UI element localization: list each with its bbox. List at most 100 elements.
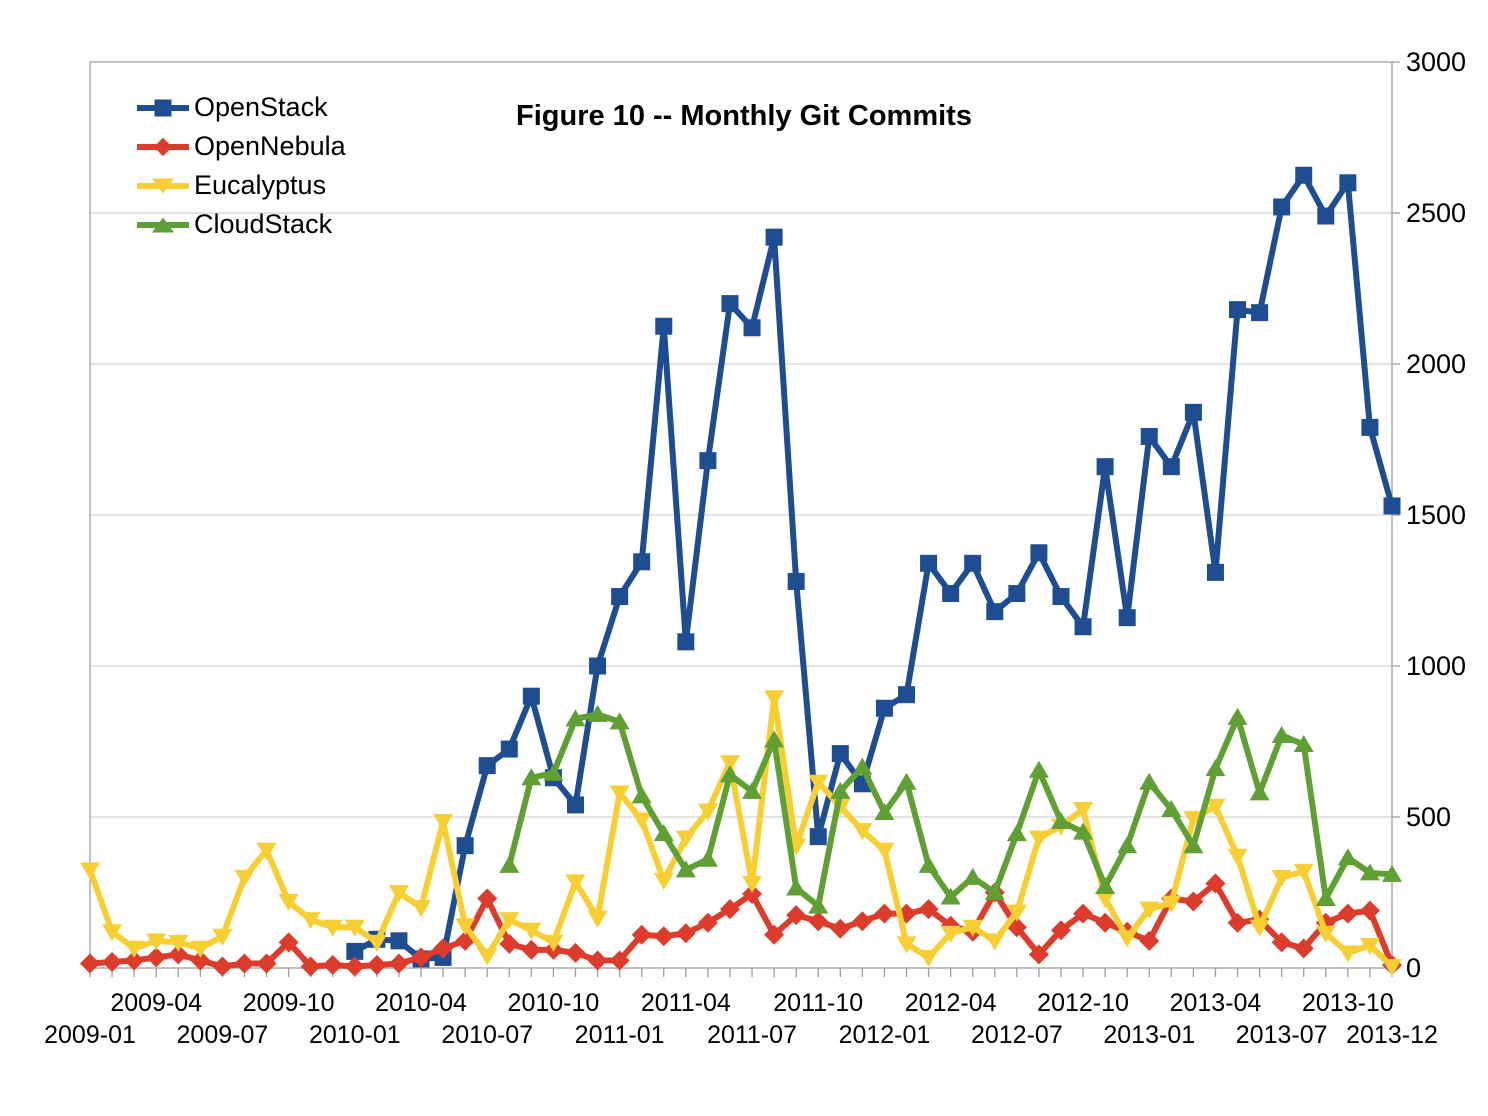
eucalyptus-triangle-down-marker bbox=[80, 862, 100, 880]
eucalyptus-triangle-down-marker bbox=[697, 803, 718, 821]
y-tick-label: 3000 bbox=[1406, 47, 1466, 77]
opennebula-diamond-marker bbox=[124, 950, 145, 971]
x-tick-label: 2010-10 bbox=[508, 989, 600, 1017]
opennebula-diamond-marker bbox=[388, 953, 409, 974]
cloudstack-triangle-up-marker bbox=[1205, 759, 1226, 777]
eucalyptus-triangle-down-marker bbox=[1382, 958, 1402, 976]
openstack-square-marker bbox=[1096, 458, 1114, 476]
x-tick-label: 2011-01 bbox=[575, 1021, 665, 1049]
openstack-square-marker bbox=[1361, 418, 1379, 436]
eucalyptus-triangle-down-marker bbox=[433, 814, 454, 832]
eucalyptus-triangle-down-marker bbox=[764, 690, 785, 708]
opennebula-diamond-marker bbox=[786, 905, 807, 926]
legend: OpenStack OpenNebula Eucalyptus CloudSta… bbox=[137, 88, 346, 244]
opennebula-diamond-marker bbox=[499, 933, 520, 954]
cloudstack-triangle-up-marker bbox=[1006, 824, 1027, 842]
eucalyptus-triangle-down-marker bbox=[190, 940, 211, 958]
opennebula-diamond-marker bbox=[1050, 920, 1071, 941]
cloudstack-triangle-up-marker bbox=[1337, 848, 1358, 866]
opennebula-diamond-marker bbox=[477, 888, 498, 909]
opennebula-diamond-marker bbox=[433, 938, 454, 959]
opennebula-diamond-marker bbox=[256, 953, 277, 974]
opennebula-diamond-marker bbox=[1183, 891, 1204, 912]
openstack-square-marker bbox=[611, 588, 629, 606]
eucalyptus-triangle-down-marker bbox=[719, 755, 740, 773]
cloudstack-triangle-up-marker bbox=[1117, 836, 1138, 854]
cloudstack-triangle-up-marker bbox=[1095, 876, 1116, 894]
eucalyptus-triangle-down-marker bbox=[896, 936, 917, 954]
square-marker-icon bbox=[154, 99, 172, 116]
cloudstack-triangle-up-marker bbox=[1227, 707, 1248, 725]
x-tick-label: 2013-04 bbox=[1170, 989, 1262, 1017]
y-tick-label: 2500 bbox=[1406, 198, 1466, 228]
eucalyptus-triangle-down-marker bbox=[742, 875, 763, 893]
eucalyptus-triangle-down-marker bbox=[344, 919, 365, 937]
eucalyptus-triangle-down-marker bbox=[675, 830, 696, 848]
openstack-square-marker bbox=[456, 837, 474, 855]
opennebula-diamond-marker bbox=[212, 956, 233, 977]
cloudstack-triangle-up-marker bbox=[1183, 836, 1204, 854]
cloudstack-triangle-up-marker bbox=[631, 786, 652, 804]
legend-line bbox=[137, 99, 189, 116]
openstack-square-marker bbox=[1052, 588, 1070, 606]
openstack-square-marker bbox=[500, 740, 518, 758]
opennebula-diamond-marker bbox=[1073, 903, 1094, 924]
x-tick-label: 2013-10 bbox=[1302, 989, 1394, 1017]
eucalyptus-triangle-down-marker bbox=[477, 948, 498, 966]
x-tick-label: 2009-07 bbox=[177, 1021, 269, 1049]
openstack-square-marker bbox=[898, 686, 916, 704]
openstack-square-marker bbox=[765, 228, 783, 246]
opennebula-diamond-marker bbox=[742, 884, 763, 905]
eucalyptus-triangle-down-marker bbox=[212, 928, 233, 946]
openstack-square-marker bbox=[1074, 618, 1092, 636]
x-tick-label: 2012-01 bbox=[839, 1021, 931, 1049]
opennebula-diamond-marker bbox=[609, 950, 630, 971]
eucalyptus-triangle-down-marker bbox=[1359, 937, 1380, 955]
openstack-square-marker bbox=[1295, 166, 1313, 184]
x-tick-label: 2012-07 bbox=[971, 1021, 1063, 1049]
openstack-square-marker bbox=[1339, 174, 1357, 192]
cloudstack-triangle-up-marker bbox=[499, 855, 520, 873]
eucalyptus-triangle-down-marker bbox=[1073, 801, 1094, 819]
cloudstack-triangle-up-marker bbox=[609, 712, 630, 730]
x-tick-label: 2013-12 bbox=[1346, 1021, 1438, 1049]
opennebula-diamond-marker bbox=[278, 932, 299, 953]
opennebula-diamond-marker bbox=[1139, 930, 1160, 951]
opennebula-diamond-marker bbox=[80, 953, 100, 974]
eucalyptus-triangle-down-marker bbox=[300, 912, 321, 930]
cloudstack-triangle-up-marker bbox=[764, 730, 785, 748]
openstack-square-marker bbox=[831, 745, 849, 763]
cloudstack-triangle-up-marker bbox=[962, 867, 983, 885]
cloudstack-triangle-up-marker bbox=[653, 824, 674, 842]
cloudstack-triangle-up-marker bbox=[1271, 725, 1292, 743]
legend-item-cloudstack: CloudStack bbox=[137, 205, 346, 244]
eucalyptus-triangle-down-marker bbox=[102, 924, 123, 942]
eucalyptus-triangle-down-marker bbox=[609, 785, 630, 803]
diamond-marker-icon bbox=[153, 137, 173, 156]
y-tick-label: 1500 bbox=[1406, 500, 1466, 530]
x-tick-label: 2012-04 bbox=[905, 989, 997, 1017]
eucalyptus-triangle-down-marker bbox=[168, 934, 189, 952]
eucalyptus-triangle-down-marker bbox=[852, 823, 873, 841]
openstack-square-marker bbox=[1251, 304, 1269, 322]
eucalyptus-triangle-down-marker bbox=[587, 910, 608, 928]
legend-line bbox=[137, 137, 189, 156]
openstack-square-marker bbox=[633, 553, 651, 571]
opennebula-diamond-marker bbox=[565, 942, 586, 963]
triangle-down-marker-icon bbox=[152, 178, 174, 193]
openstack-square-marker bbox=[566, 796, 584, 814]
eucalyptus-triangle-down-marker bbox=[1315, 925, 1336, 943]
openstack-square-marker bbox=[1162, 458, 1180, 476]
eucalyptus-triangle-down-marker bbox=[455, 918, 476, 936]
openstack-square-marker bbox=[1118, 609, 1136, 627]
openstack-square-marker bbox=[1273, 198, 1291, 216]
x-tick-label: 2011-07 bbox=[707, 1021, 797, 1049]
opennebula-diamond-marker bbox=[918, 899, 939, 920]
opennebula-diamond-marker bbox=[1227, 912, 1248, 933]
cloudstack-triangle-up-marker bbox=[1139, 772, 1160, 790]
eucalyptus-triangle-down-marker bbox=[234, 869, 255, 887]
x-tick-label: 2012-10 bbox=[1037, 989, 1129, 1017]
x-tick-label: 2009-04 bbox=[110, 989, 202, 1017]
x-tick-label: 2011-04 bbox=[641, 989, 731, 1017]
